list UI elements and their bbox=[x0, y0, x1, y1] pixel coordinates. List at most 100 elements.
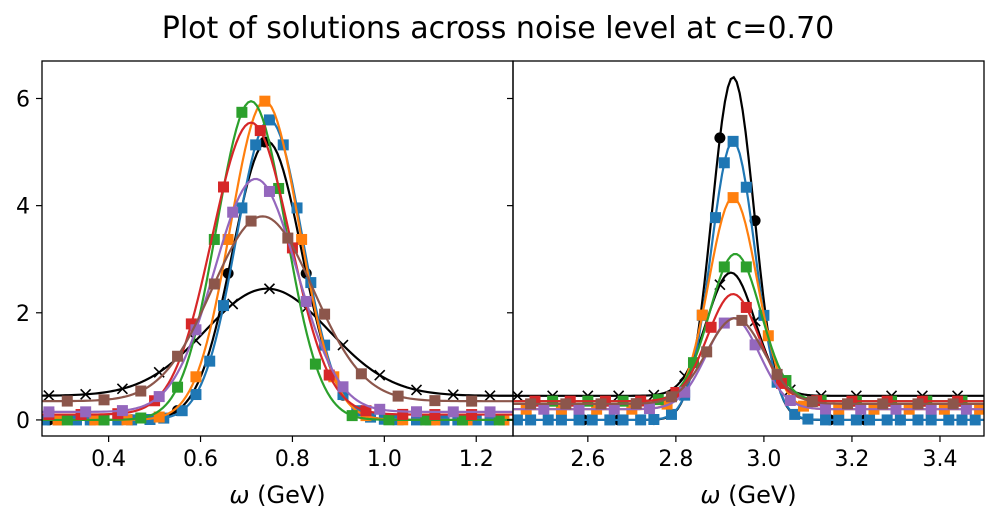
data-point-marker bbox=[61, 414, 73, 426]
data-point-marker bbox=[296, 233, 308, 245]
data-point-marker bbox=[429, 395, 441, 407]
data-point-marker bbox=[960, 403, 972, 415]
data-point-marker bbox=[456, 414, 468, 426]
series-green bbox=[42, 99, 513, 426]
data-point-marker bbox=[740, 261, 752, 273]
x-tick-label: 2.6 bbox=[570, 447, 605, 472]
data-point-marker bbox=[190, 389, 202, 401]
data-point-marker bbox=[525, 414, 537, 426]
series-line bbox=[513, 317, 984, 405]
series-line bbox=[42, 177, 513, 413]
data-point-marker bbox=[397, 408, 409, 420]
data-point-marker bbox=[172, 350, 184, 362]
data-point-marker bbox=[736, 314, 748, 326]
data-point-marker bbox=[227, 206, 239, 218]
x-tick-label: 3.2 bbox=[834, 447, 869, 472]
data-point-marker bbox=[447, 389, 459, 401]
data-point-marker bbox=[749, 339, 761, 351]
data-point-marker bbox=[153, 411, 165, 423]
data-point-marker bbox=[227, 298, 239, 310]
data-point-marker bbox=[172, 381, 184, 393]
data-point-marker bbox=[374, 369, 386, 381]
data-point-marker bbox=[204, 355, 216, 367]
series-red bbox=[42, 121, 513, 421]
data-point-marker bbox=[411, 406, 423, 418]
data-point-marker bbox=[135, 412, 147, 424]
data-point-marker bbox=[447, 406, 459, 418]
data-point-marker bbox=[943, 414, 955, 426]
data-point-marker bbox=[222, 233, 234, 245]
data-point-marker bbox=[925, 403, 937, 415]
data-point-marker bbox=[259, 95, 271, 107]
data-point-marker bbox=[525, 398, 537, 410]
data-point-marker bbox=[319, 308, 331, 320]
data-point-marker bbox=[282, 232, 294, 244]
data-point-marker bbox=[513, 390, 523, 402]
y-tick-label: 2 bbox=[16, 302, 30, 327]
data-point-marker bbox=[153, 391, 165, 403]
data-point-marker bbox=[346, 410, 358, 422]
x-axis-label: ω (GeV) bbox=[229, 481, 325, 509]
data-point-marker bbox=[842, 398, 854, 410]
data-point-marker bbox=[727, 192, 739, 204]
data-point-marker bbox=[263, 283, 276, 295]
data-point-marker bbox=[190, 371, 202, 383]
data-point-marker bbox=[208, 278, 220, 290]
series-brown bbox=[513, 314, 984, 410]
x-tick-label: 1.2 bbox=[459, 447, 494, 472]
data-point-marker bbox=[185, 318, 197, 330]
data-point-marker bbox=[208, 233, 220, 245]
data-point-marker bbox=[250, 139, 262, 151]
data-point-marker bbox=[263, 114, 275, 126]
data-point-marker bbox=[245, 215, 257, 227]
series-purple bbox=[42, 177, 513, 418]
data-point-marker bbox=[573, 414, 585, 426]
data-point-marker bbox=[560, 398, 572, 410]
data-point-marker bbox=[740, 301, 752, 313]
data-point-marker bbox=[956, 414, 968, 426]
data-point-marker bbox=[466, 409, 478, 421]
data-point-marker bbox=[309, 358, 321, 370]
data-point-marker bbox=[236, 202, 248, 214]
data-point-marker bbox=[80, 406, 92, 418]
series-line bbox=[42, 287, 513, 397]
series-blue bbox=[513, 135, 984, 426]
data-point-marker bbox=[236, 106, 248, 118]
series-true-circle- bbox=[513, 75, 984, 426]
plot-area bbox=[513, 75, 984, 426]
series-line bbox=[42, 118, 513, 422]
data-point-marker bbox=[410, 384, 423, 396]
data-point-marker bbox=[383, 414, 395, 426]
data-point-marker bbox=[466, 395, 478, 407]
data-point-marker bbox=[864, 414, 876, 426]
x-tick-label: 3.0 bbox=[746, 447, 781, 472]
data-point-marker bbox=[771, 368, 783, 380]
data-point-marker bbox=[877, 398, 889, 410]
data-point-marker bbox=[374, 403, 386, 415]
data-point-marker bbox=[337, 381, 349, 393]
axes-frame bbox=[512, 60, 985, 437]
data-point-marker bbox=[263, 185, 275, 197]
data-point-marker bbox=[635, 414, 647, 426]
data-point-marker bbox=[820, 414, 832, 426]
panel-left: 0.4 0.6 0.8 1.0 1.2 0 2 4 6 ω (GeV) bbox=[16, 60, 514, 509]
data-point-marker bbox=[789, 408, 801, 420]
data-point-marker bbox=[687, 357, 699, 369]
data-point-marker bbox=[116, 383, 128, 395]
data-point-marker bbox=[542, 414, 554, 426]
axes-frame bbox=[41, 60, 514, 437]
y-tick-label: 0 bbox=[16, 409, 30, 434]
data-point-marker bbox=[61, 395, 73, 407]
data-point-marker bbox=[586, 414, 598, 426]
data-point-marker bbox=[617, 414, 629, 426]
panel-right: 2.6 2.8 3.0 3.2 3.4 ω (GeV) bbox=[507, 60, 985, 509]
x-tick-label: 0.4 bbox=[91, 447, 126, 472]
data-point-marker bbox=[538, 403, 550, 415]
data-point-marker bbox=[912, 414, 924, 426]
data-point-marker bbox=[135, 385, 147, 397]
data-point-marker bbox=[420, 414, 432, 426]
data-point-marker bbox=[665, 391, 677, 403]
series-input-x- bbox=[513, 271, 984, 402]
y-tick-label: 6 bbox=[16, 88, 30, 113]
data-point-marker bbox=[806, 396, 818, 408]
